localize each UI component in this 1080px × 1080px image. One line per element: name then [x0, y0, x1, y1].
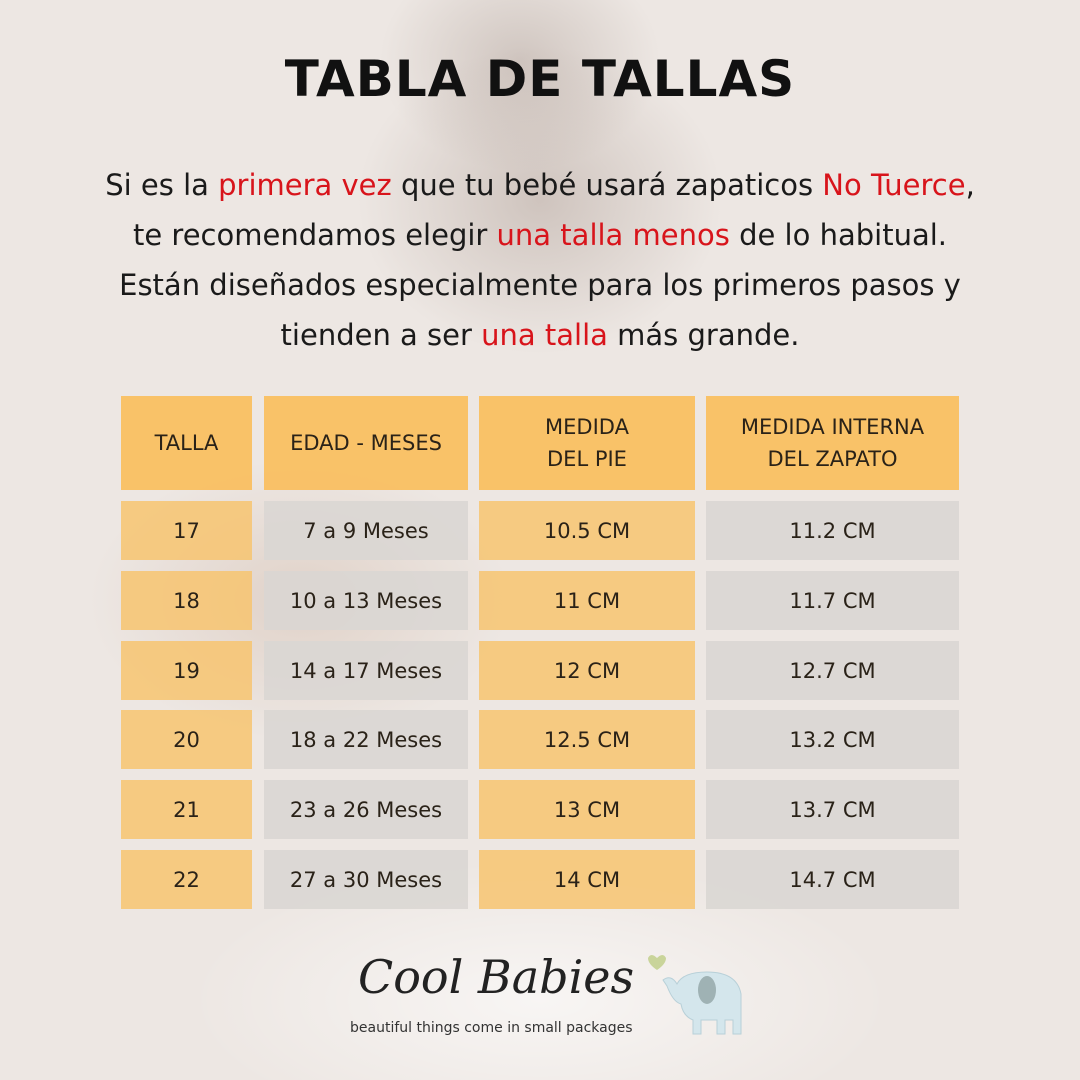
- table-cell: 23 a 26 Meses: [264, 780, 468, 839]
- text: ,: [965, 168, 975, 202]
- table-cell: 27 a 30 Meses: [264, 850, 468, 909]
- table-cell: 7 a 9 Meses: [264, 501, 468, 560]
- table-cell: 11.2 CM: [706, 501, 959, 560]
- logo-tagline: beautiful things come in small packages: [350, 1020, 633, 1036]
- column-header: MEDIDA INTERNA DEL ZAPATO: [706, 396, 959, 490]
- table-cell: 18: [121, 571, 252, 630]
- table-cell: 13 CM: [479, 780, 695, 839]
- column-header: TALLA: [121, 396, 252, 490]
- table-cell: 12.5 CM: [479, 710, 695, 769]
- text: tienden a ser: [280, 318, 482, 352]
- table-cell: 18 a 22 Meses: [264, 710, 468, 769]
- table-cell: 12 CM: [479, 641, 695, 700]
- table-cell: 12.7 CM: [706, 641, 959, 700]
- table-cell: 19: [121, 641, 252, 700]
- table-cell: 13.7 CM: [706, 780, 959, 839]
- table-cell: 14 a 17 Meses: [264, 641, 468, 700]
- table-cell: 22: [121, 850, 252, 909]
- intro-line-2: te recomendamos elegir una talla menos d…: [40, 210, 1040, 260]
- highlight: una talla: [481, 318, 608, 352]
- table-cell: 11 CM: [479, 571, 695, 630]
- brand-logo: Cool Babies beautiful things come in sma…: [350, 950, 750, 1045]
- elephant-heart-icon: [648, 955, 742, 1035]
- table-cell: 13.2 CM: [706, 710, 959, 769]
- text: Si es la: [105, 168, 219, 202]
- highlight: primera vez: [218, 168, 392, 202]
- table-cell: 10 a 13 Meses: [264, 571, 468, 630]
- intro-line-3: Están diseñados especialmente para los p…: [119, 268, 961, 302]
- table-cell: 10.5 CM: [479, 501, 695, 560]
- highlight: No Tuerce: [822, 168, 966, 202]
- table-cell: 20: [121, 710, 252, 769]
- text: de lo habitual.: [729, 218, 947, 252]
- intro-line-4: tienden a ser una talla más grande.: [40, 310, 1040, 360]
- table-cell: 17: [121, 501, 252, 560]
- table-cell: 14.7 CM: [706, 850, 959, 909]
- intro-text: Si es la primera vez que tu bebé usará z…: [40, 160, 1040, 360]
- text: te recomendamos elegir: [132, 218, 497, 252]
- highlight: una talla menos: [496, 218, 730, 252]
- table-cell: 21: [121, 780, 252, 839]
- logo-name: Cool Babies: [358, 950, 635, 1004]
- intro-line-1: Si es la primera vez que tu bebé usará z…: [40, 160, 1040, 210]
- table-cell: 14 CM: [479, 850, 695, 909]
- page-title: TABLA DE TALLAS: [284, 50, 796, 108]
- column-header: EDAD - MESES: [264, 396, 468, 490]
- text: más grande.: [607, 318, 800, 352]
- text: que tu bebé usará zapaticos: [391, 168, 823, 202]
- table-cell: 11.7 CM: [706, 571, 959, 630]
- column-header: MEDIDA DEL PIE: [479, 396, 695, 490]
